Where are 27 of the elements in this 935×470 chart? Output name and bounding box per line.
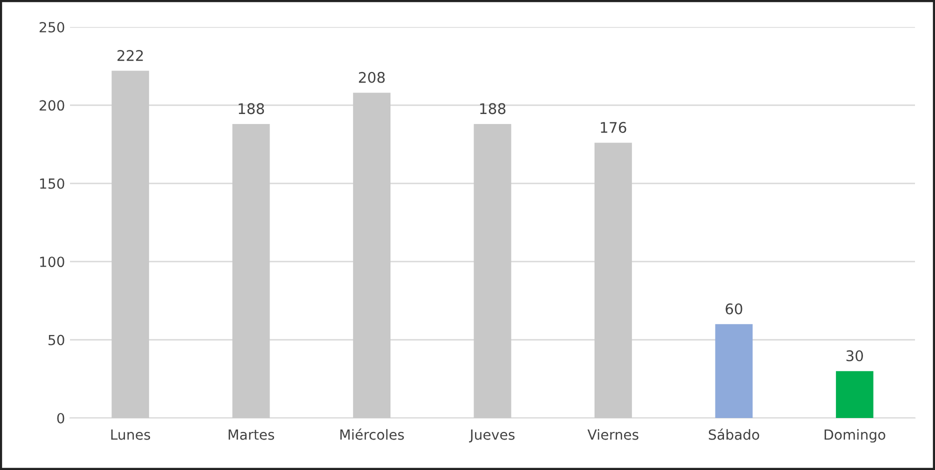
bar bbox=[715, 324, 753, 418]
bar bbox=[353, 92, 390, 418]
x-tick-label: Miércoles bbox=[340, 428, 404, 440]
data-label: 208 bbox=[358, 72, 385, 83]
x-tick-label: Lunes bbox=[111, 430, 150, 440]
x-tick-label: Sábado bbox=[708, 428, 760, 440]
bar bbox=[836, 371, 874, 418]
y-tick-label: 150 bbox=[40, 178, 64, 189]
y-tick-label: 100 bbox=[40, 256, 64, 268]
data-label: 188 bbox=[480, 103, 506, 114]
bar bbox=[112, 70, 150, 418]
x-tick-label: Viernes bbox=[588, 429, 638, 440]
y-tick-label: 250 bbox=[40, 22, 64, 32]
data-label: 222 bbox=[118, 50, 143, 61]
y-tick-label: 0 bbox=[57, 412, 64, 424]
data-label: 60 bbox=[726, 303, 742, 314]
bar bbox=[594, 142, 632, 418]
x-tick-label: Jueves bbox=[469, 430, 515, 442]
data-label: 30 bbox=[846, 350, 863, 362]
x-tick-label: Martes bbox=[228, 430, 274, 440]
data-label: 188 bbox=[238, 103, 264, 114]
data-label: 176 bbox=[600, 122, 626, 133]
y-tick-label: 200 bbox=[40, 100, 64, 111]
x-tick-label: Domingo bbox=[824, 429, 886, 443]
bar bbox=[474, 124, 512, 418]
bar bbox=[232, 124, 270, 418]
y-tick-label: 50 bbox=[48, 334, 64, 346]
